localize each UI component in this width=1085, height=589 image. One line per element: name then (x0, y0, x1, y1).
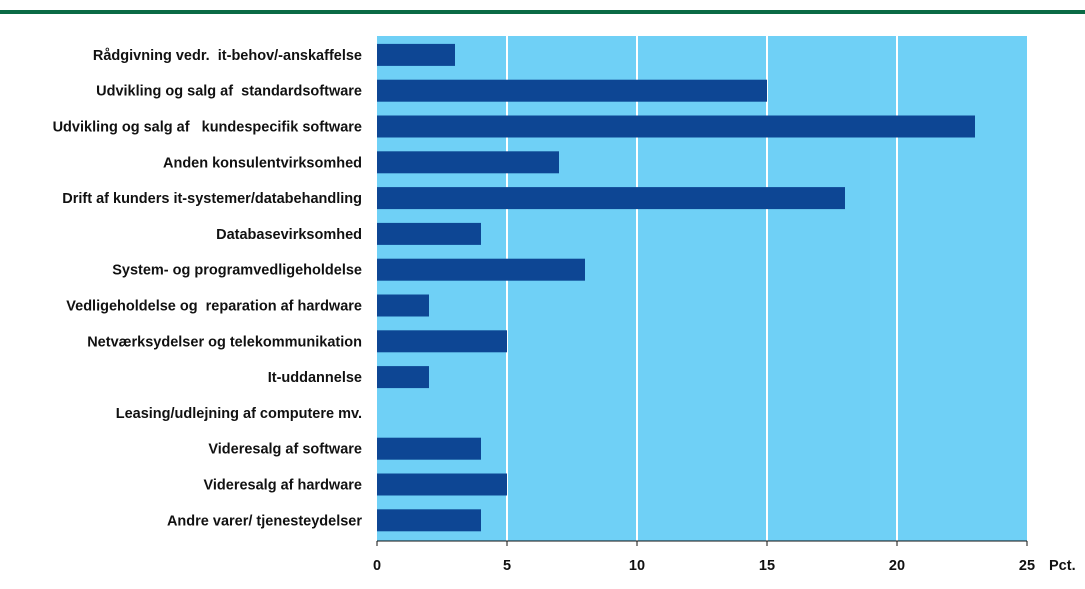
category-label: Videresalg af hardware (203, 478, 362, 494)
x-tick-label: 25 (1019, 558, 1035, 574)
category-label: Leasing/udlejning af computere mv. (116, 406, 362, 422)
category-label: Udvikling og salg af standardsoftware (96, 84, 362, 100)
bar (377, 187, 845, 210)
x-tick-label: 20 (889, 558, 905, 574)
bar (377, 115, 975, 138)
bar (377, 473, 507, 496)
bar (377, 222, 481, 245)
x-tick-label: 5 (503, 558, 511, 574)
x-tick-label: 0 (373, 558, 381, 574)
category-label: It-uddannelse (268, 370, 362, 386)
category-label: Netværksydelser og telekommunikation (87, 334, 362, 350)
category-label: Anden konsulentvirksomhed (163, 155, 362, 171)
category-label: Rådgivning vedr. it-behov/-anskaffelse (93, 48, 362, 64)
category-label: Udvikling og salg af kundespecifik softw… (53, 120, 362, 136)
bar (377, 43, 455, 66)
category-label: Vedligeholdelse og reparation af hardwar… (66, 299, 362, 315)
plot-area (377, 36, 1027, 541)
bar (377, 437, 481, 460)
bar (377, 258, 585, 281)
bar (377, 366, 429, 389)
category-label: System- og programvedligeholdelse (112, 263, 362, 279)
bar (377, 294, 429, 317)
category-label: Videresalg af software (208, 442, 362, 458)
category-label: Drift af kunders it-systemer/databehandl… (62, 191, 362, 207)
x-axis-label: Pct. (1049, 558, 1076, 574)
bar (377, 79, 767, 102)
bar (377, 509, 481, 532)
bar (377, 330, 507, 353)
x-tick-label: 15 (759, 558, 775, 574)
category-label: Andre varer/ tjenesteydelser (167, 513, 362, 529)
category-label: Databasevirksomhed (216, 227, 362, 243)
x-tick-label: 10 (629, 558, 645, 574)
top-rule (0, 10, 1085, 14)
bar (377, 151, 559, 174)
